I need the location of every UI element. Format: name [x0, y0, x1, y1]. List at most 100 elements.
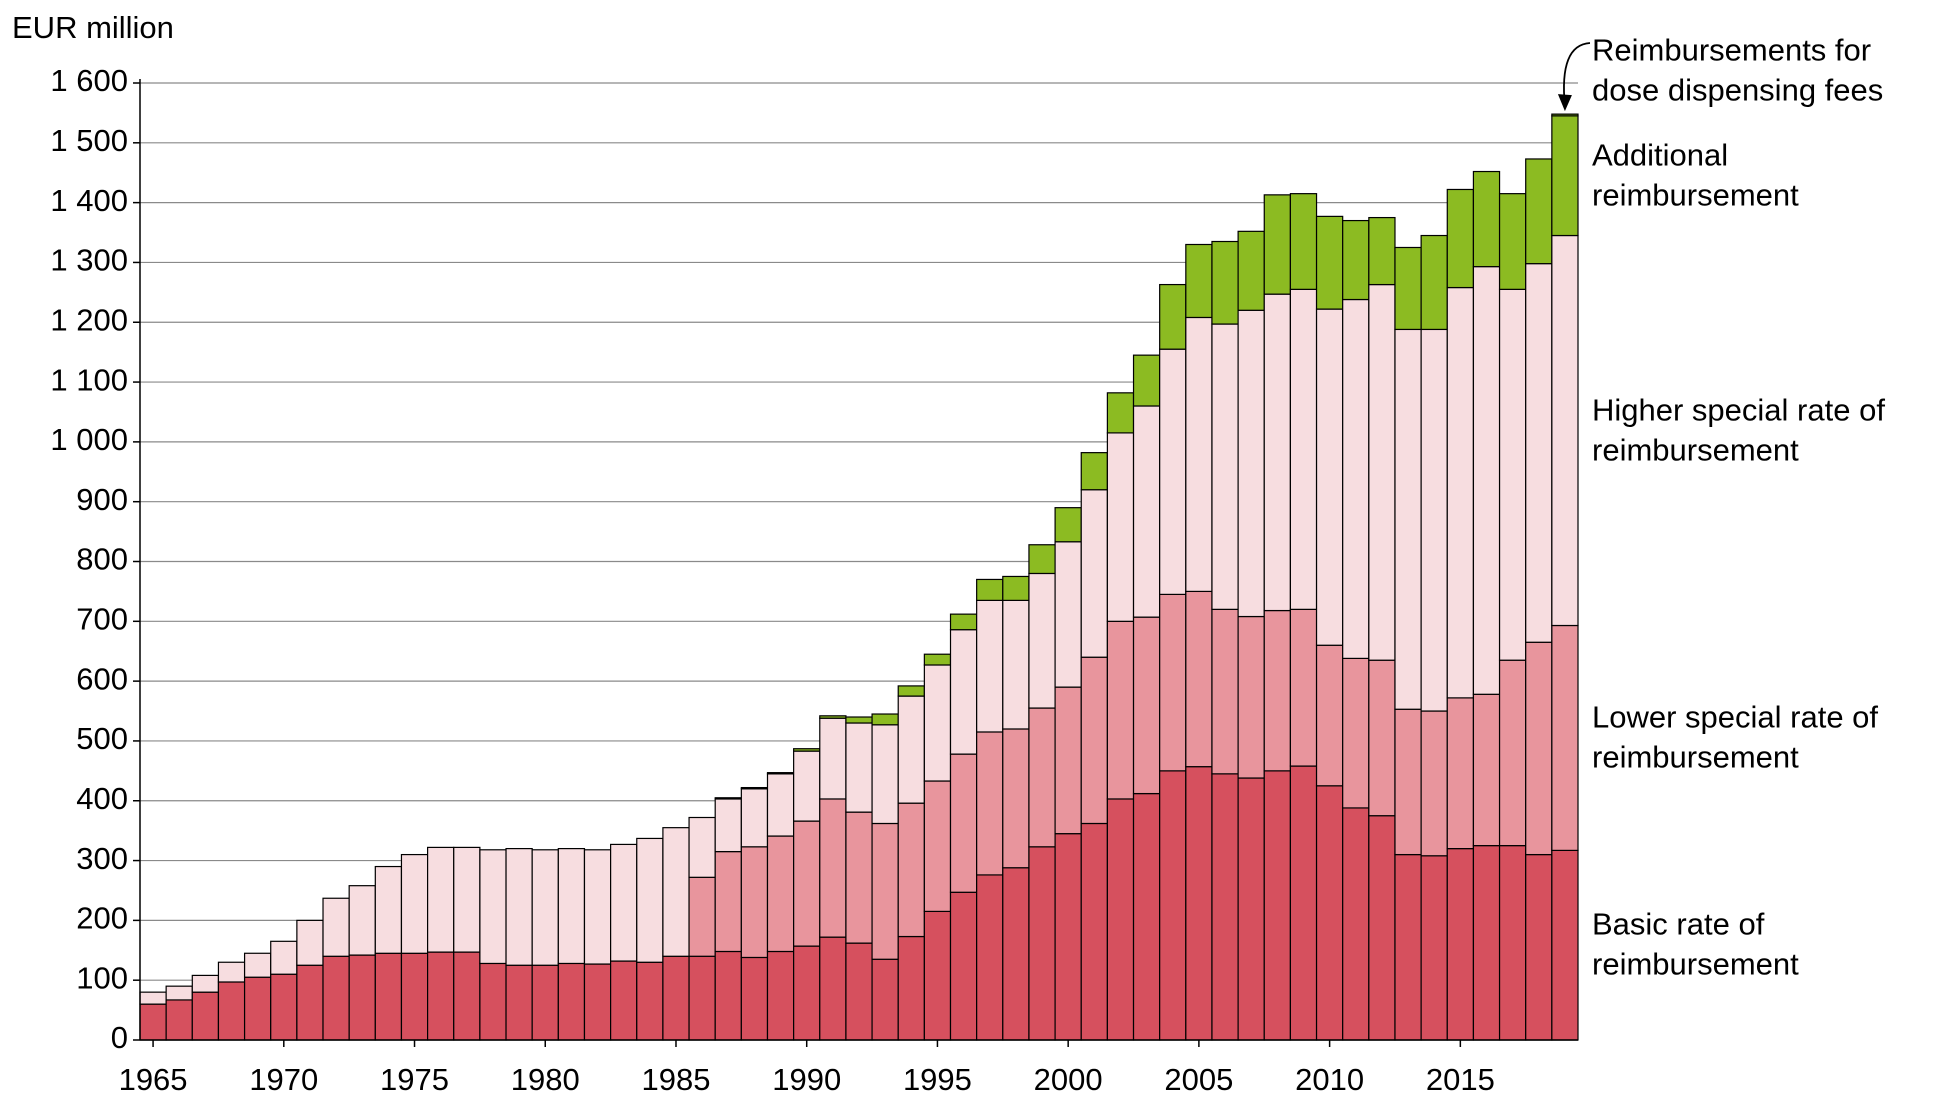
- bar-segment: [322, 897, 350, 957]
- x-tick-label: 2005: [1164, 1062, 1233, 1097]
- bar-segment: [793, 748, 821, 752]
- bar-segment: [296, 964, 324, 1041]
- legend-label: Lower special rate of reimbursement: [1592, 699, 1879, 775]
- x-tick-label: 1995: [903, 1062, 972, 1097]
- x-tick-label: 1980: [511, 1062, 580, 1097]
- bar-segment: [1237, 309, 1265, 618]
- bar-segment: [1394, 246, 1422, 331]
- y-tick-label: 800: [76, 542, 128, 577]
- bar-segment: [1054, 833, 1082, 1041]
- bar-segment: [1315, 785, 1344, 1041]
- bar-segment: [871, 713, 899, 726]
- bar-segment: [714, 797, 742, 800]
- bar-segment: [1159, 348, 1187, 595]
- bar-segment: [688, 955, 716, 1041]
- bar-segment: [923, 780, 952, 913]
- bar-segment: [1368, 659, 1396, 817]
- bar-segment: [505, 847, 533, 966]
- bar-segment: [949, 629, 978, 755]
- bar-segment: [949, 891, 978, 1041]
- bar-segment: [1211, 240, 1239, 325]
- bar-segment: [871, 958, 899, 1041]
- bar-segment: [1080, 822, 1108, 1041]
- bar-segment: [479, 962, 507, 1041]
- bar-segment: [1289, 288, 1318, 610]
- x-tick-label: 1985: [641, 1062, 710, 1097]
- bar-segment: [766, 835, 795, 953]
- bar-segment: [740, 788, 769, 848]
- bar-segment: [583, 849, 612, 965]
- bar-segment: [1289, 608, 1318, 767]
- x-tick-label: 1965: [119, 1062, 188, 1097]
- bar-segment: [557, 962, 586, 1041]
- bar-segment: [1551, 234, 1579, 627]
- bar-segment: [1185, 590, 1213, 768]
- y-tick-label: 1 500: [50, 123, 128, 158]
- bar-segment: [740, 846, 769, 959]
- bar-segment: [740, 956, 769, 1041]
- bar-segment: [348, 954, 376, 1041]
- bar-segment: [1263, 194, 1291, 295]
- y-axis-label: EUR million: [12, 10, 174, 45]
- bar-segment: [427, 951, 455, 1041]
- legend-label: Reimbursements for dose dispensing fees: [1592, 32, 1884, 108]
- y-tick-label: 1 600: [50, 63, 128, 98]
- bar-segment: [270, 973, 298, 1041]
- y-tick-label: 1 400: [50, 183, 128, 218]
- legend-label: Higher special rate of reimbursement: [1592, 392, 1885, 468]
- bar-segment: [1368, 283, 1396, 661]
- bar-segment: [610, 843, 638, 962]
- bar-segment: [1028, 846, 1056, 1041]
- bar-segment: [1237, 230, 1265, 311]
- bar-segment: [165, 999, 193, 1041]
- bar-segment: [845, 942, 873, 1041]
- bar-segment: [1551, 849, 1579, 1041]
- bar-segment: [400, 952, 429, 1041]
- bar-segment: [976, 578, 1004, 601]
- bar-segment: [191, 991, 220, 1041]
- bar-segment: [1054, 541, 1082, 688]
- bar-segment: [845, 716, 873, 724]
- bar-segment: [322, 955, 350, 1041]
- y-tick-label: 1 200: [50, 302, 128, 337]
- bar-segment: [819, 936, 847, 1041]
- bar-segment: [1159, 283, 1187, 350]
- bar-segment: [845, 811, 873, 944]
- bar-segment: [793, 820, 821, 947]
- bar-segment: [1185, 766, 1213, 1041]
- bar-segment: [1002, 867, 1030, 1041]
- arrowhead: [1557, 94, 1572, 112]
- bar-segment: [531, 849, 559, 966]
- bar-segment: [1394, 853, 1422, 1041]
- bar-segment: [1472, 170, 1501, 268]
- bar-segment: [871, 724, 899, 825]
- legend-label: Basic rate of reimbursement: [1592, 906, 1799, 983]
- bar-segment: [1263, 609, 1291, 772]
- bar-segment: [897, 935, 925, 1041]
- bar-segment: [610, 960, 638, 1041]
- bar-segment: [1080, 656, 1108, 825]
- bar-segment: [1420, 234, 1448, 331]
- y-tick-label: 0: [111, 1020, 128, 1055]
- bar-segment: [1342, 298, 1370, 659]
- bar-segment: [1315, 308, 1344, 646]
- x-tick-label: 2000: [1034, 1062, 1103, 1097]
- bar-segment: [845, 722, 873, 813]
- bar-segment: [1289, 193, 1318, 290]
- bar-segment: [1263, 293, 1291, 612]
- bar-segment: [1420, 710, 1448, 857]
- bar-segment: [1289, 765, 1318, 1041]
- bar-segment: [583, 963, 612, 1041]
- bar-segment: [1368, 216, 1396, 286]
- bar-segment: [296, 919, 324, 966]
- bar-segment: [217, 961, 246, 983]
- bar-segment: [923, 664, 952, 782]
- y-tick-label: 1 000: [50, 422, 128, 457]
- bar-segment: [1525, 641, 1553, 856]
- bar-segment: [165, 985, 193, 1001]
- bar-segment: [976, 731, 1004, 876]
- bar-segment: [1498, 288, 1527, 661]
- bar-segment: [1054, 507, 1082, 543]
- bar-segment: [1080, 489, 1108, 658]
